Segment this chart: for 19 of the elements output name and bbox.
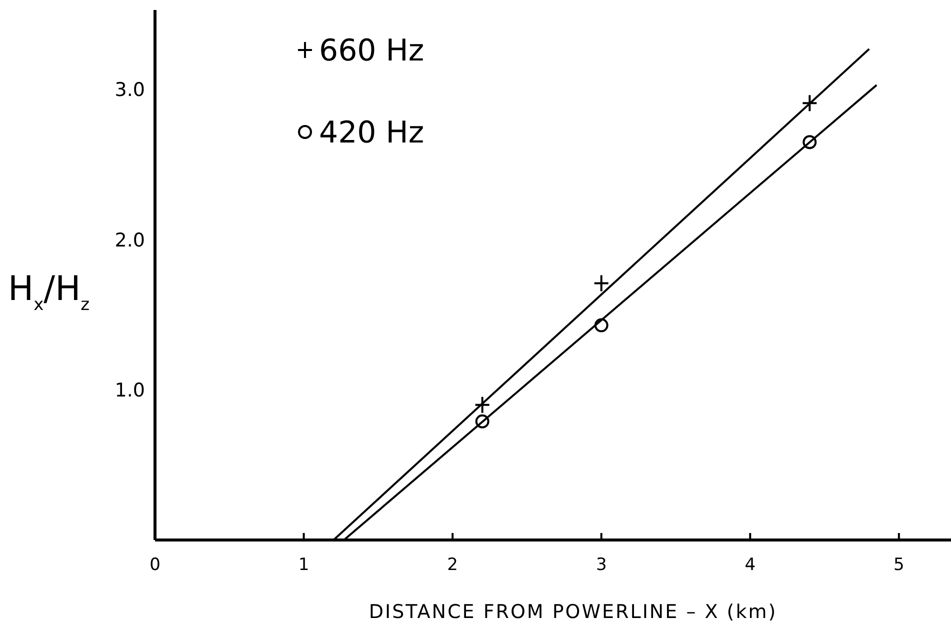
x-tick-label: 0	[150, 555, 160, 575]
point	[474, 396, 490, 414]
x-tick-label: 3	[596, 555, 607, 575]
x-axis-title: DISTANCE FROM POWERLINE – X (km)	[368, 601, 778, 623]
y-axis-title: H$_{x}$/H$_{z}$	[8, 268, 90, 315]
y-tick-label: 3.0	[114, 79, 145, 102]
point	[802, 94, 818, 112]
point	[594, 318, 608, 332]
legend-label: 660 Hz	[319, 34, 424, 68]
point	[475, 414, 490, 428]
y-tick-label: 2.0	[114, 229, 145, 252]
x-tick-label: 1	[298, 555, 310, 575]
x-tick-label: 2	[447, 555, 458, 575]
legend-label: 420 Hz	[319, 116, 424, 150]
point	[802, 135, 817, 150]
x-tick-label: 4	[744, 555, 756, 575]
y-tick-label: 1.0	[114, 380, 145, 402]
x-tick-label: 5	[894, 555, 904, 575]
point	[593, 274, 610, 292]
